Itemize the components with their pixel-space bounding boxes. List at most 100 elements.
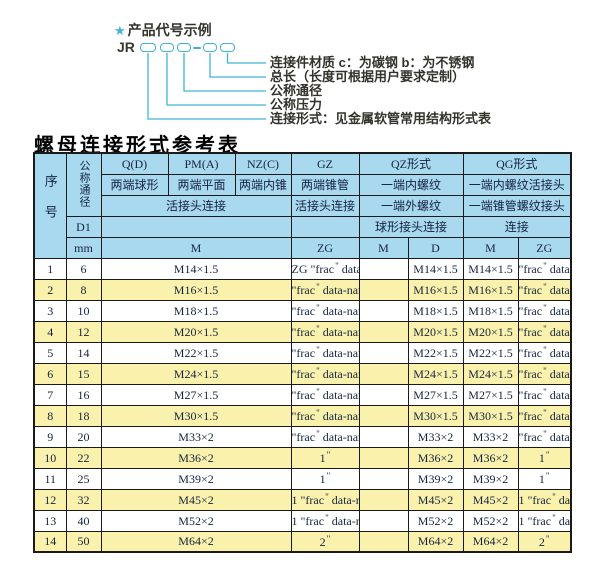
cell-m: M24×1.5 bbox=[100, 362, 292, 385]
cell-qz_m bbox=[358, 362, 409, 385]
cell-m: M20×1.5 bbox=[100, 320, 292, 343]
inch-mark: " bbox=[545, 533, 550, 544]
cell-m: M27×1.5 bbox=[100, 383, 292, 406]
star-icon: ★ bbox=[114, 23, 126, 38]
cell-seq: 6 bbox=[33, 362, 67, 385]
code-prefix: JR bbox=[117, 39, 135, 55]
cell-seq: 13 bbox=[33, 509, 67, 532]
cell-qz_d: M22×1.5 bbox=[407, 341, 464, 364]
inch-mark: " bbox=[543, 323, 547, 334]
header-seq: 序号 bbox=[33, 152, 67, 259]
cell-m: M22×1.5 bbox=[100, 341, 292, 364]
inch-mark: " bbox=[518, 388, 524, 403]
cell-qz_d: M64×2 bbox=[407, 530, 464, 553]
cell-dn: 6 bbox=[65, 257, 102, 280]
header-gz-desc: 两端锥管 bbox=[290, 173, 360, 196]
inch-mark: " bbox=[552, 512, 556, 523]
table-header: 序号 公称通径 Q(D) PM(A) NZ(C) GZ QZ形式 QG形式 两端… bbox=[33, 152, 572, 259]
cell-qg_m: M64×2 bbox=[462, 530, 519, 553]
inch-mark: " bbox=[325, 491, 329, 502]
inch-mark: " bbox=[316, 365, 320, 376]
cell-gz: 1" bbox=[290, 446, 360, 469]
header-gz-conn: 活接头连接 bbox=[290, 194, 360, 217]
cell-gz: "frac" data-name="fraction" data-interac… bbox=[290, 299, 360, 322]
cell-qg_zg: "frac" data-name="fraction" data-interac… bbox=[517, 383, 572, 406]
code-box-3 bbox=[177, 43, 191, 52]
cell-qz_d: M20×1.5 bbox=[407, 320, 464, 343]
inch-mark: " bbox=[543, 344, 547, 355]
header-gz-zg: ZG bbox=[290, 236, 360, 259]
cell-qz_m bbox=[358, 467, 409, 490]
inch-mark: " bbox=[291, 430, 297, 445]
header-qg-desc2: 一端锥管螺纹接头 bbox=[462, 194, 572, 217]
inch-mark: " bbox=[326, 533, 331, 544]
inch-mark: " bbox=[518, 283, 524, 298]
header-nz-desc: 两端内锥 bbox=[234, 173, 292, 196]
cell-dn: 20 bbox=[65, 425, 102, 448]
cell-qz_m bbox=[358, 383, 409, 406]
header-col-gz: GZ bbox=[290, 152, 360, 175]
callout-lines bbox=[147, 53, 266, 120]
callout-length: 总长（长度可根据用户要求定制） bbox=[270, 69, 466, 84]
code-box-1 bbox=[140, 43, 156, 52]
cell-dn: 10 bbox=[65, 299, 102, 322]
callout-connection: 连接形式：见金属软管常用结构形式表 bbox=[270, 111, 492, 126]
code-box-5 bbox=[220, 43, 235, 52]
inch-mark: " bbox=[316, 281, 320, 292]
callout-diameter: 公称通径 bbox=[270, 83, 323, 98]
cell-m: M45×2 bbox=[100, 488, 292, 511]
cell-qz_m bbox=[358, 341, 409, 364]
example-heading: ★ 产品代号示例 bbox=[114, 20, 212, 40]
cell-dn: 15 bbox=[65, 362, 102, 385]
inch-mark: " bbox=[316, 428, 320, 439]
cell-qg_zg: "frac" data-name="fraction" data-interac… bbox=[517, 362, 572, 385]
cell-qg_m: M52×2 bbox=[462, 509, 519, 532]
cell-dn: 50 bbox=[65, 530, 102, 553]
cell-gz: "frac" data-name="fraction" data-interac… bbox=[290, 425, 360, 448]
cell-dn: 16 bbox=[65, 383, 102, 406]
header-pm-desc: 两端平面 bbox=[167, 173, 236, 196]
cell-m: M36×2 bbox=[100, 446, 292, 469]
cell-qg_zg: 1" bbox=[517, 446, 572, 469]
header-dn: 公称通径 bbox=[65, 152, 102, 217]
inch-mark: " bbox=[291, 409, 297, 424]
callout-pressure: 公称压力 bbox=[270, 97, 323, 112]
inch-mark: " bbox=[543, 428, 547, 439]
cell-qg_m: M27×1.5 bbox=[462, 383, 519, 406]
cell-qg_m: M22×1.5 bbox=[462, 341, 519, 364]
cell-seq: 3 bbox=[33, 299, 67, 322]
header-blank-gz bbox=[290, 215, 360, 238]
inch-mark: " bbox=[310, 262, 316, 277]
inch-mark: " bbox=[335, 260, 339, 271]
cell-seq: 2 bbox=[33, 278, 67, 301]
header-union-conn: 活接头连接 bbox=[100, 194, 292, 217]
cell-qg_zg: 1 "frac" data-name="fraction" data-inter… bbox=[517, 509, 572, 532]
cell-qg_zg: "frac" data-name="fraction" data-interac… bbox=[517, 257, 572, 280]
header-d1: D1 bbox=[65, 215, 102, 238]
cell-qz_m bbox=[358, 278, 409, 301]
header-mm: mm bbox=[65, 236, 102, 259]
table-row: 11 25 M39×2 1" M39×2 M39×2 1" bbox=[33, 467, 572, 490]
cell-qg_m: M39×2 bbox=[462, 467, 519, 490]
inch-mark: " bbox=[316, 344, 320, 355]
cell-m: M52×2 bbox=[100, 509, 292, 532]
header-m: M bbox=[100, 236, 292, 259]
header-qz-desc2: 一端外螺纹 bbox=[358, 194, 464, 217]
header-qz-desc1: 一端内螺纹 bbox=[358, 173, 464, 196]
inch-mark: " bbox=[518, 430, 524, 445]
cell-gz: 1" bbox=[290, 467, 360, 490]
cell-gz: "frac" data-name="fraction" data-interac… bbox=[290, 362, 360, 385]
cell-m: M64×2 bbox=[100, 530, 292, 553]
inch-mark: " bbox=[552, 491, 556, 502]
cell-qg_m: M36×2 bbox=[462, 446, 519, 469]
inch-mark: " bbox=[543, 302, 547, 313]
inch-mark: " bbox=[291, 304, 297, 319]
